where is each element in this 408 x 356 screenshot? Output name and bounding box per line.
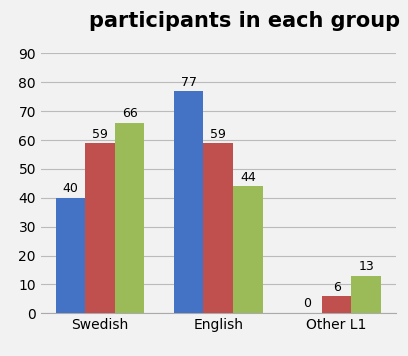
Bar — [85, 143, 115, 313]
Text: 66: 66 — [122, 108, 137, 120]
Text: 0: 0 — [303, 297, 311, 310]
Text: 77: 77 — [181, 75, 197, 89]
Text: 44: 44 — [240, 171, 256, 184]
Text: 40: 40 — [62, 183, 78, 195]
Bar — [55, 198, 85, 313]
Bar — [351, 276, 381, 313]
Text: 59: 59 — [92, 127, 108, 141]
Bar — [204, 143, 233, 313]
Bar — [174, 91, 204, 313]
Bar — [322, 296, 351, 313]
Text: 6: 6 — [333, 281, 341, 294]
Bar — [233, 186, 263, 313]
Text: participants in each group: participants in each group — [89, 11, 400, 31]
Text: 13: 13 — [358, 261, 374, 273]
Text: 59: 59 — [211, 127, 226, 141]
Bar — [115, 123, 144, 313]
